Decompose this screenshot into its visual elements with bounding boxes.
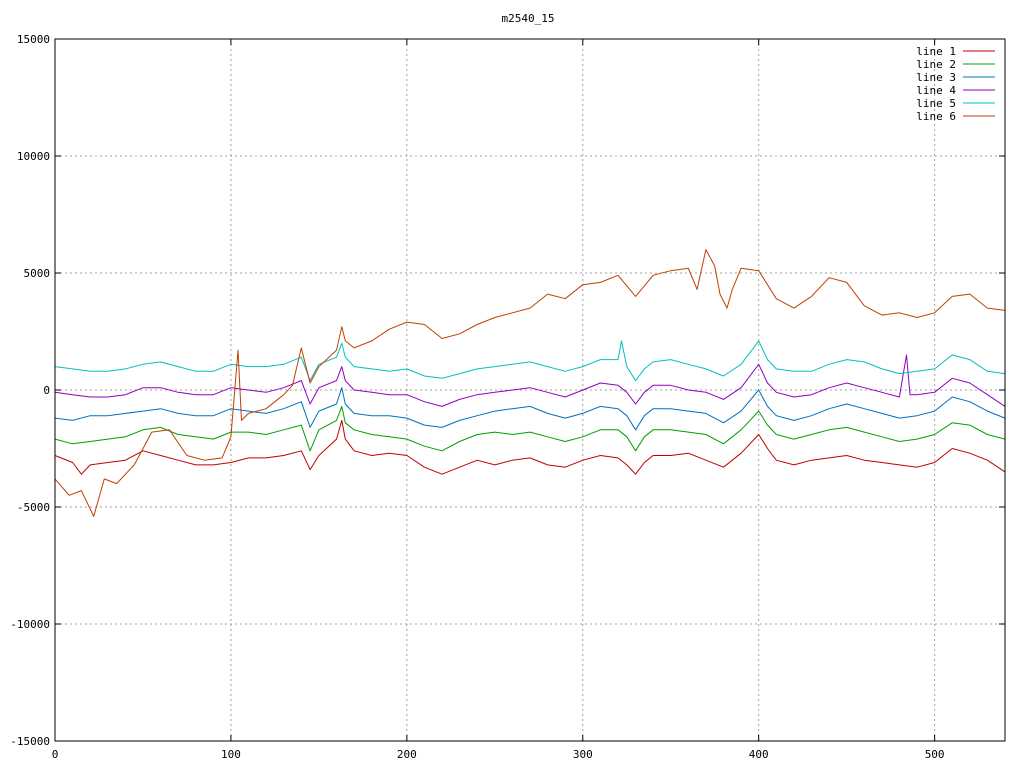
x-tick-label: 0 xyxy=(52,748,59,761)
series-line-4 xyxy=(54,354,1006,407)
legend-label: line 5 xyxy=(916,97,956,110)
axis-ticks: -15000 -10000 -5000 0 5000 10000 15000 0 100 200 3… xyxy=(10,33,1005,761)
y-tick-label: -10000 xyxy=(10,618,50,631)
legend-label: line 6 xyxy=(916,110,956,123)
x-tick-label: 100 xyxy=(221,748,241,761)
series-line-3 xyxy=(54,387,1006,431)
y-tick-label: 15000 xyxy=(17,33,50,46)
legend-label: line 2 xyxy=(916,58,956,71)
x-tick-label: 400 xyxy=(749,748,769,761)
x-tick-label: 500 xyxy=(925,748,945,761)
y-tick-label: -15000 xyxy=(10,735,50,748)
x-tick-label: 300 xyxy=(573,748,593,761)
grid-lines xyxy=(55,39,1005,741)
y-tick-label: 0 xyxy=(43,384,50,397)
x-tick-label: 200 xyxy=(397,748,417,761)
y-tick-label: -5000 xyxy=(17,501,50,514)
chart-title: m2540_15 xyxy=(502,12,555,25)
legend-label: line 1 xyxy=(916,45,956,58)
series-line-2 xyxy=(54,405,1006,452)
y-tick-label: 10000 xyxy=(17,150,50,163)
series-line-1 xyxy=(54,419,1006,475)
y-tick-label: 5000 xyxy=(24,267,51,280)
legend-label: line 4 xyxy=(916,84,956,97)
series-lines xyxy=(54,249,1006,517)
series-line-5 xyxy=(54,340,1006,382)
legend-label: line 3 xyxy=(916,71,956,84)
series-line-6 xyxy=(54,249,1006,517)
